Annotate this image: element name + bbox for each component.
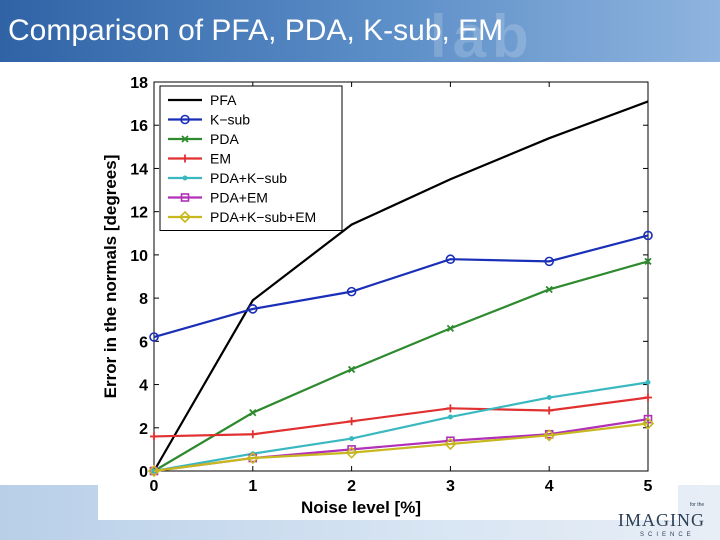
y-tick-label: 16 (130, 118, 148, 135)
data-point (447, 414, 453, 420)
y-tick-label: 8 (139, 291, 148, 308)
slide-header: lab Comparison of PFA, PDA, K-sub, EM (0, 0, 720, 70)
legend-label: PDA (210, 131, 239, 147)
series-line (153, 260, 649, 472)
y-tick-label: 12 (130, 205, 148, 222)
data-point (543, 429, 556, 442)
x-axis-label: Noise level [%] (301, 498, 421, 517)
data-point (644, 393, 652, 402)
series-0 (153, 100, 649, 472)
series-group (147, 100, 655, 478)
data-point (645, 379, 651, 385)
data-point (349, 436, 355, 442)
legend-label: PDA+K−sub (210, 170, 287, 186)
data-point (544, 256, 555, 267)
data-point (246, 451, 259, 465)
x-tick-label: 4 (545, 478, 554, 495)
header-watermark: lab (430, 3, 535, 70)
legend-marker (182, 175, 188, 181)
series-3 (150, 393, 652, 441)
imaging-science-logo: for the IMAGING SCIENCE (618, 502, 718, 540)
series-1 (149, 230, 653, 342)
data-point (149, 332, 159, 342)
logo-small-text: for the (690, 502, 705, 508)
data-point (643, 414, 653, 424)
y-tick-label: 0 (139, 464, 148, 481)
data-point (545, 285, 553, 294)
x-tick-label: 5 (644, 478, 653, 495)
series-line (153, 396, 649, 438)
chart-container: 0 1 2 3 4 5 0 2 4 6 8 10 12 14 16 18 Noise level [%] Erro… (98, 62, 678, 520)
legend-label: PDA+K−sub+EM (210, 209, 316, 225)
slide-title: Comparison of PFA, PDA, K-sub, EM (8, 14, 504, 47)
data-point (347, 417, 356, 426)
series-6 (147, 417, 655, 478)
y-tick-label: 10 (130, 248, 148, 265)
legend-label: PDA+EM (210, 190, 268, 206)
legend-marker (181, 135, 189, 143)
y-tick-label: 4 (139, 378, 148, 395)
y-tick-label: 6 (139, 334, 148, 351)
legend-marker (180, 114, 190, 125)
x-tick-label: 3 (446, 478, 455, 495)
legend-marker (178, 210, 192, 224)
series-line (153, 422, 649, 473)
data-point (446, 404, 455, 413)
data-point (345, 446, 358, 459)
series-line (153, 100, 649, 472)
data-point (249, 409, 257, 417)
y-tick-label: 14 (130, 161, 148, 178)
data-point (248, 430, 257, 439)
x-tick-label: 2 (347, 478, 356, 495)
legend-label: EM (210, 151, 231, 167)
data-point (150, 432, 158, 441)
data-point (445, 254, 456, 265)
y-tick-label: 2 (139, 421, 148, 438)
data-point (248, 304, 258, 314)
y-tick-label: 18 (130, 75, 148, 92)
data-point (444, 437, 457, 451)
data-point (643, 230, 653, 241)
series-line (153, 381, 649, 473)
legend-label: PFA (210, 92, 237, 108)
data-point (347, 365, 356, 374)
legend-marker (180, 193, 190, 202)
legend-marker (181, 154, 189, 163)
data-point (546, 395, 552, 401)
legend-label: K−sub (210, 112, 250, 128)
data-point (147, 464, 161, 478)
data-point (346, 286, 357, 297)
y-axis-label: Error in the normals [degrees] (101, 155, 120, 399)
logo-main-text: IMAGING (618, 510, 705, 530)
x-tick-label: 1 (248, 478, 257, 495)
series-line (153, 234, 649, 339)
x-tick-label: 0 (150, 478, 159, 495)
logo-sub-text: SCIENCE (640, 532, 695, 538)
data-point (641, 417, 655, 430)
legend: PFA K−sub PDA EM PDA+K−sub PDA+EM PDA+K−sub+EM (159, 85, 343, 231)
data-point (446, 324, 455, 333)
data-point (545, 406, 554, 415)
data-point (644, 257, 652, 266)
